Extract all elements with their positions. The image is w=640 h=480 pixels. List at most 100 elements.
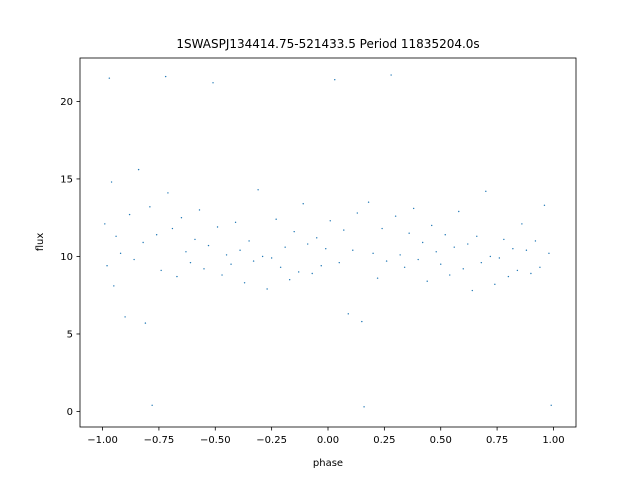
data-point [108,77,111,79]
data-point [119,252,122,255]
data-point [525,249,528,251]
data-point [320,265,322,267]
data-point [316,237,318,239]
data-point [467,243,469,245]
data-point [408,232,410,234]
x-tick-label: −0.25 [256,435,287,446]
x-tick-label: 0.00 [317,435,339,446]
y-tick-label: 15 [60,174,73,185]
data-point [412,207,415,210]
data-point [347,313,349,315]
data-point [421,241,424,244]
data-point [471,289,473,292]
data-point [311,272,313,275]
data-point [133,258,135,261]
data-point [180,216,183,219]
data-point [234,221,237,224]
x-tick-label: −0.50 [200,435,231,446]
data-point [512,248,514,250]
data-point [543,204,546,206]
y-axis-label: flux [35,233,46,252]
data-points [104,74,552,408]
data-point [334,79,336,81]
data-point [458,210,460,213]
x-tick-label: −1.00 [87,435,118,446]
data-point [480,261,483,264]
data-point [221,274,223,276]
data-point [338,261,340,264]
data-point [124,316,126,318]
data-point [444,234,446,236]
data-point [550,404,552,406]
data-point [110,181,113,183]
chart-title: 1SWASPJ134414.75-521433.5 Period 1183520… [176,37,479,51]
y-tick-label: 0 [67,407,73,418]
y-axis-ticks: 0 5 10 15 20 [60,97,80,418]
x-tick-label: 1.00 [542,435,564,446]
data-point [539,266,541,269]
data-point [325,248,327,250]
data-point [243,282,246,284]
data-point [115,235,117,237]
data-point [521,223,523,225]
data-point [171,227,174,230]
data-point [403,266,406,269]
data-point [367,201,370,203]
data-point [485,190,487,193]
x-axis-ticks: −1.00 −0.75 −0.50 −0.25 0.00 0.25 0.50 0.75 1.00 [87,427,565,446]
data-point [394,215,397,217]
data-point [203,268,205,270]
data-point [548,252,550,255]
data-point [225,254,228,256]
data-point [137,168,140,171]
y-tick-label: 20 [60,97,73,108]
data-point [307,243,309,245]
data-point [149,206,151,208]
data-point [239,249,241,251]
data-point [230,263,232,265]
x-tick-label: −0.75 [144,435,175,446]
data-point [160,269,162,272]
data-point [385,260,388,262]
data-point [431,224,433,227]
data-point [248,240,250,242]
data-point [288,279,291,281]
data-point [534,240,537,242]
data-point [297,271,300,273]
y-tick-label: 10 [60,252,73,263]
data-point [252,260,255,262]
data-point [189,261,192,264]
data-point [494,283,496,286]
data-point [257,189,259,191]
data-point [343,229,345,231]
data-point [417,258,419,261]
x-tick-label: 0.50 [430,435,452,446]
data-point [329,220,331,222]
data-point [207,244,210,247]
data-point [155,234,158,236]
data-point [453,246,455,248]
data-point [516,269,519,272]
data-point [216,226,219,228]
data-point [284,246,286,248]
data-point [440,263,442,265]
data-point [498,257,501,259]
data-point [279,266,282,269]
data-point [476,235,478,237]
data-point [530,272,532,275]
data-point [361,320,363,323]
data-point [212,82,214,84]
data-point [104,223,106,225]
data-point [372,252,374,255]
data-point [113,285,115,287]
data-point [489,255,492,258]
data-point [185,251,187,253]
data-point [144,322,147,324]
data-point [381,227,383,230]
data-point [302,203,304,205]
data-point [194,238,196,241]
data-point [176,275,178,278]
data-point [167,192,169,194]
data-point [151,404,153,406]
